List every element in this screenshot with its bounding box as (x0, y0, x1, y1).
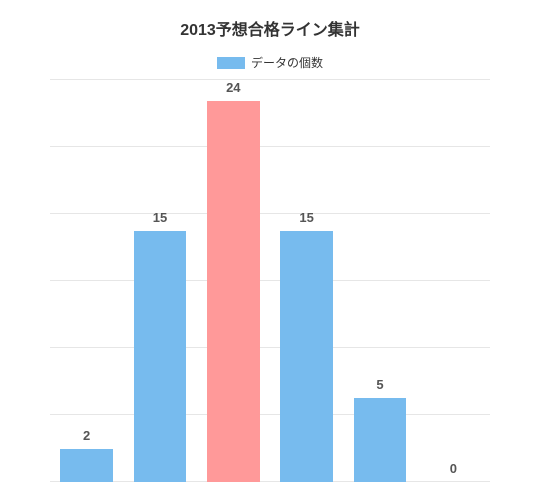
chart-title: 2013予想合格ライン集計 (0, 0, 540, 40)
bar-wrap: 24 (197, 80, 270, 482)
bar (60, 449, 113, 482)
bar-wrap: 2 (50, 80, 123, 482)
bar-value-label: 5 (376, 377, 383, 392)
plot-area: 2 15 24 15 5 0 (50, 80, 490, 482)
bar-value-label: 2 (83, 428, 90, 443)
bar-wrap: 15 (270, 80, 343, 482)
bar-value-label: 0 (450, 461, 457, 476)
bar (280, 231, 333, 482)
bar-wrap: 0 (417, 80, 490, 482)
bars: 2 15 24 15 5 0 (50, 80, 490, 482)
chart-container: 2013予想合格ライン集計 データの個数 2 15 24 15 5 0 (0, 0, 540, 500)
bar (354, 398, 407, 482)
legend-swatch (217, 57, 245, 69)
bar (207, 101, 260, 482)
bar (134, 231, 187, 482)
bar-value-label: 24 (226, 80, 240, 95)
bar-value-label: 15 (299, 210, 313, 225)
legend: データの個数 (0, 54, 540, 71)
legend-label: データの個数 (251, 56, 323, 70)
bar-wrap: 15 (123, 80, 196, 482)
bar-value-label: 15 (153, 210, 167, 225)
bar-wrap: 5 (343, 80, 416, 482)
